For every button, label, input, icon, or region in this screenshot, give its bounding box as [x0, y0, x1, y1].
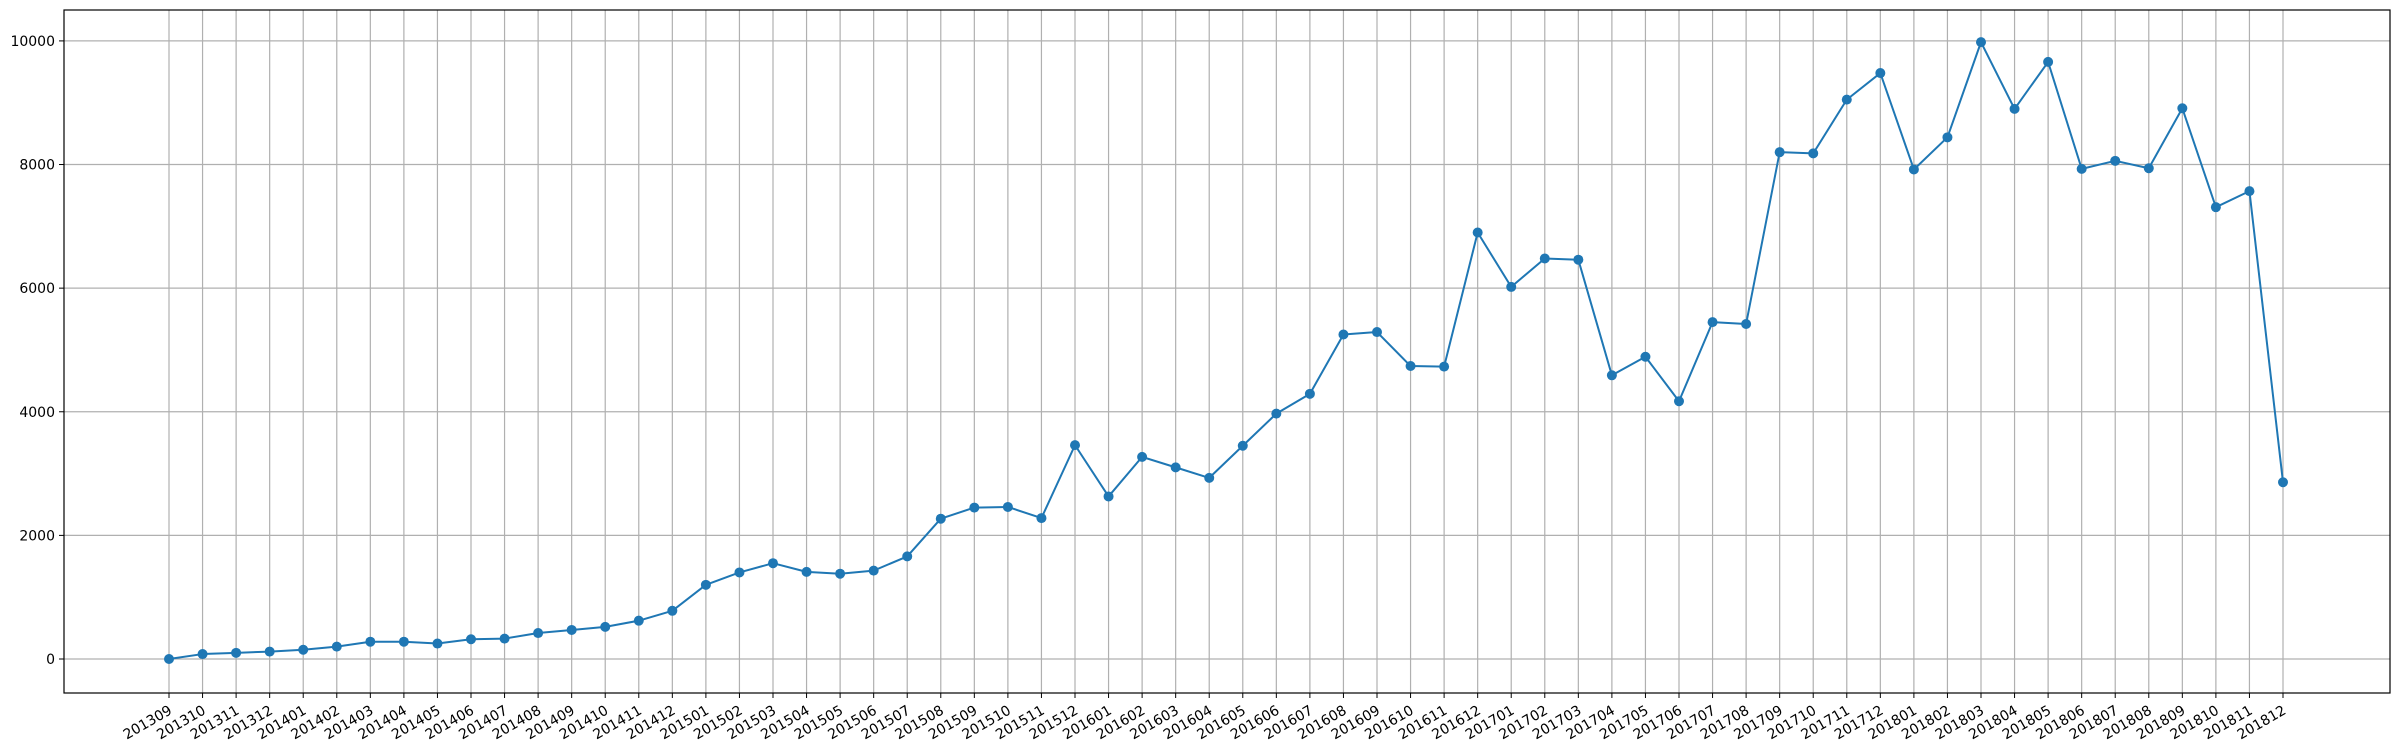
- data-point-201711: [1841, 94, 1852, 105]
- data-point-201804: [2009, 103, 2020, 114]
- data-point-201608: [1338, 329, 1349, 340]
- data-point-201509: [969, 502, 980, 513]
- data-point-201712: [1875, 68, 1886, 79]
- data-point-201803: [1976, 37, 1986, 48]
- data-point-201601: [1103, 491, 1114, 502]
- x-axis-ticks: 2013092013102013112013122014012014022014…: [121, 693, 2289, 743]
- data-point-201710: [1808, 148, 1819, 159]
- y-tick-label: 0: [46, 652, 55, 668]
- data-point-201807: [2110, 155, 2121, 166]
- series-layer: [164, 37, 2288, 665]
- data-point-201404: [398, 636, 409, 647]
- data-point-201702: [1539, 253, 1550, 264]
- grid: [64, 10, 2390, 693]
- data-point-201810: [2210, 202, 2221, 213]
- data-point-201606: [1271, 408, 1282, 419]
- data-point-201806: [2076, 163, 2087, 174]
- data-point-201309: [164, 654, 174, 665]
- data-point-201412: [667, 605, 678, 616]
- data-point-201701: [1506, 281, 1517, 292]
- data-point-201402: [331, 641, 342, 652]
- data-point-201602: [1137, 451, 1148, 462]
- data-point-201607: [1304, 388, 1315, 399]
- data-point-201809: [2177, 103, 2188, 114]
- data-point-201508: [935, 513, 946, 524]
- data-point-201705: [1640, 351, 1651, 362]
- data-point-201603: [1170, 462, 1181, 473]
- data-point-201502: [734, 567, 745, 578]
- data-point-201408: [533, 628, 544, 639]
- data-point-201610: [1405, 361, 1416, 372]
- data-point-201501: [700, 579, 711, 590]
- data-point-201704: [1606, 370, 1617, 381]
- data-point-201709: [1774, 147, 1785, 158]
- data-point-201510: [1002, 501, 1013, 512]
- data-point-201609: [1372, 327, 1382, 338]
- data-point-201707: [1707, 317, 1718, 328]
- y-tick-label: 2000: [19, 528, 55, 544]
- data-point-201805: [2043, 56, 2054, 67]
- data-point-201506: [868, 565, 879, 576]
- plot-frame: [63, 9, 2391, 694]
- series-line: [168, 41, 2284, 660]
- data-point-201406: [466, 634, 476, 645]
- data-point-201505: [835, 568, 846, 579]
- data-point-201802: [1942, 132, 1953, 143]
- data-point-201311: [231, 647, 242, 658]
- data-point-201312: [264, 646, 275, 657]
- data-point-201410: [600, 621, 611, 632]
- y-tick-label: 4000: [19, 405, 55, 421]
- data-point-201812: [2278, 477, 2288, 488]
- data-point-201310: [197, 649, 208, 660]
- data-point-201801: [1908, 164, 1919, 175]
- data-point-201401: [298, 644, 309, 655]
- data-point-201409: [566, 624, 577, 635]
- data-point-201612: [1472, 227, 1483, 238]
- data-point-201706: [1674, 396, 1684, 407]
- data-point-201811: [2244, 186, 2255, 197]
- data-point-201411: [633, 615, 644, 626]
- data-point-201611: [1439, 361, 1450, 372]
- data-point-201407: [499, 633, 510, 644]
- y-tick-label: 10000: [10, 34, 55, 50]
- data-point-201504: [801, 566, 812, 577]
- data-point-201503: [768, 558, 778, 569]
- y-axis-ticks: 0 2000 4000 6000 8000 10000: [10, 34, 64, 668]
- data-point-201604: [1204, 472, 1215, 483]
- y-tick-label: 8000: [19, 158, 55, 174]
- data-point-201405: [432, 638, 443, 649]
- data-point-201605: [1237, 440, 1248, 451]
- data-point-201507: [902, 551, 913, 562]
- data-point-201512: [1070, 440, 1080, 451]
- y-tick-label: 6000: [19, 281, 55, 297]
- data-point-201403: [365, 636, 376, 647]
- data-point-201708: [1741, 318, 1752, 329]
- data-point-201511: [1036, 513, 1047, 524]
- data-point-201703: [1573, 254, 1584, 265]
- data-point-201808: [2143, 163, 2154, 174]
